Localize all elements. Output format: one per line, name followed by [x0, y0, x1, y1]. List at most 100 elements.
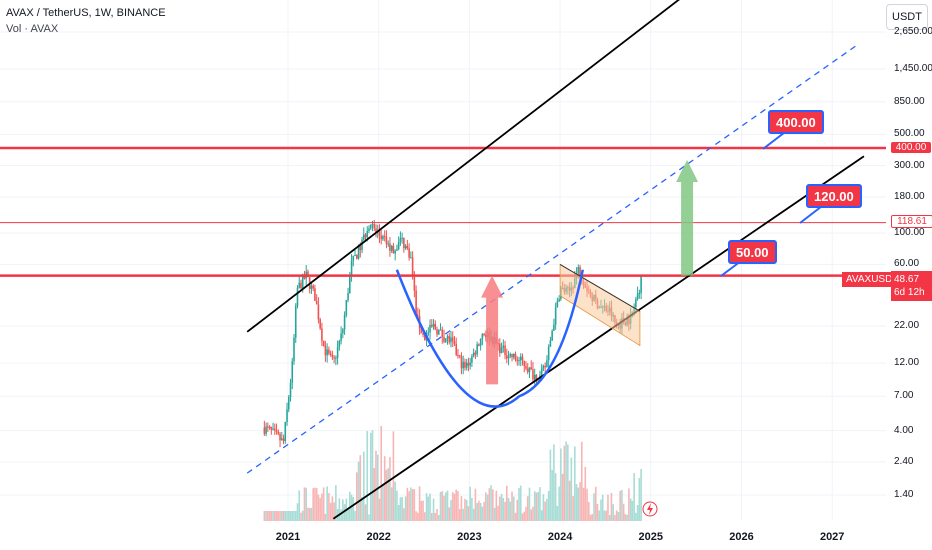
candle-body	[451, 337, 454, 342]
volume-bar	[610, 492, 613, 521]
volume-bar	[563, 445, 566, 521]
volume-bar	[411, 489, 414, 521]
candle-body	[430, 325, 433, 327]
drawings	[0, 0, 886, 520]
candle-body	[474, 352, 477, 355]
candle-body	[505, 355, 508, 359]
currency-button[interactable]: USDT	[886, 4, 928, 30]
volume-bar	[359, 455, 362, 521]
target-callout-120[interactable]: 120.00	[806, 184, 862, 208]
candle-body	[450, 337, 452, 343]
volume-bar	[500, 493, 503, 521]
volume-bar	[455, 489, 458, 521]
candle-body	[349, 275, 351, 294]
volume-bar	[448, 507, 451, 521]
volume-bar	[464, 498, 466, 521]
volume-bar	[600, 499, 602, 521]
volume-bar	[298, 490, 301, 521]
target-callout-400[interactable]: 400.00	[768, 110, 824, 134]
y-tick-label: 7.00	[894, 390, 914, 402]
candle-body	[287, 397, 290, 410]
candle-body	[467, 362, 470, 366]
volume-bar	[502, 497, 505, 521]
volume-bar	[371, 430, 374, 521]
volume-bar	[444, 492, 447, 521]
volume-bar	[303, 487, 306, 521]
volume-bar	[275, 511, 278, 521]
candle-body	[481, 333, 484, 339]
candle-body	[432, 323, 435, 327]
candle-body	[267, 426, 269, 428]
volume-bar	[413, 489, 416, 521]
candle-body	[263, 427, 266, 434]
volume-bar	[420, 500, 423, 521]
candle-body	[289, 382, 292, 398]
candle-body	[483, 333, 485, 335]
candle-body	[460, 356, 463, 369]
volume-bar	[539, 487, 541, 521]
candle-body	[385, 236, 388, 245]
candle-body	[272, 428, 274, 430]
volume-bar	[427, 496, 430, 521]
candle-body	[300, 282, 302, 289]
volume-bar	[533, 491, 536, 521]
volume-bar	[308, 508, 311, 521]
last-price: 48.67	[894, 274, 920, 285]
candle-body	[338, 340, 341, 348]
volume-bar	[410, 487, 412, 521]
volume-bar	[628, 488, 630, 521]
candle-body	[478, 344, 480, 346]
volume-indicator-title[interactable]: Vol · AVAX	[6, 23, 59, 35]
volume-bar	[594, 486, 597, 521]
volume-bar	[465, 500, 468, 521]
candle-body	[315, 301, 318, 305]
volume-bar	[279, 511, 281, 521]
candle-body	[390, 245, 393, 251]
volume-bar	[335, 485, 337, 521]
candle-body	[280, 438, 283, 441]
candle-body	[383, 236, 386, 238]
candle-body	[556, 301, 559, 308]
volume-bar	[490, 485, 492, 521]
volume-bar	[497, 505, 499, 521]
candle-body	[335, 357, 337, 359]
volume-bar	[293, 511, 295, 521]
volume-bar	[476, 503, 478, 521]
candle-body	[558, 299, 560, 302]
candle-body	[296, 287, 299, 307]
candle-body	[319, 319, 321, 329]
candle-body	[518, 360, 520, 362]
volume-bar	[364, 504, 367, 521]
volume-bar	[579, 482, 581, 521]
candle-body	[411, 257, 414, 277]
candle-body	[378, 231, 381, 236]
volume-bars	[263, 425, 642, 521]
candle-body	[265, 426, 267, 434]
up-arrow-red	[481, 275, 504, 385]
volume-bar	[439, 491, 442, 521]
x-tick-label: 2022	[366, 531, 391, 543]
candle-body	[523, 360, 526, 367]
volume-bar	[425, 493, 428, 521]
candle-body	[521, 356, 524, 361]
volume-bar	[514, 512, 517, 521]
volume-bar	[430, 513, 433, 521]
volume-bar	[526, 496, 529, 521]
volume-bar	[394, 481, 396, 521]
volume-bar	[333, 502, 335, 521]
volume-bar	[369, 432, 372, 521]
volume-bar	[404, 496, 407, 521]
volume-bar	[392, 431, 395, 521]
volume-bar	[268, 511, 271, 521]
y-tick-label: 2,650.00	[894, 26, 932, 37]
symbol-title[interactable]: AVAX / TetherUS, 1W, BINANCE	[6, 7, 166, 19]
candle-body	[347, 293, 349, 301]
candle-body	[359, 245, 362, 251]
volume-bar	[399, 497, 402, 521]
target-callout-50[interactable]: 50.00	[728, 240, 777, 264]
candle-body	[446, 336, 449, 339]
volume-bar	[580, 441, 583, 521]
candle-body	[509, 354, 512, 357]
volume-bar	[598, 510, 601, 521]
